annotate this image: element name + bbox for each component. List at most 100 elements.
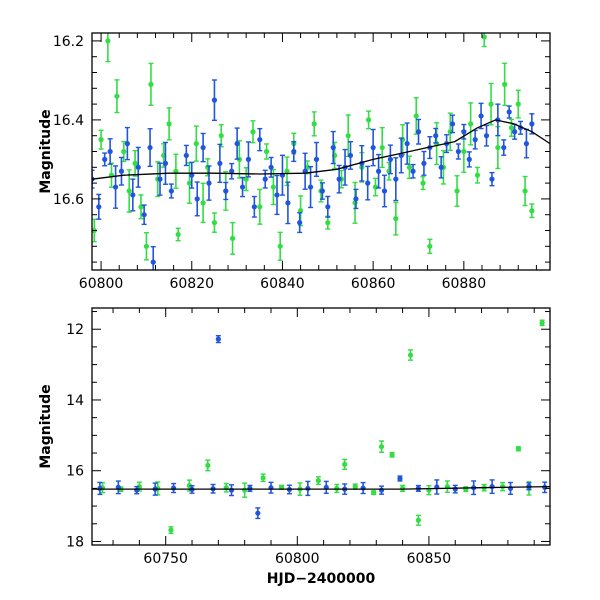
- data-point: [481, 34, 487, 40]
- data-point: [370, 144, 376, 151]
- data-point: [371, 490, 377, 496]
- data-point: [250, 129, 256, 135]
- data-point: [387, 156, 393, 162]
- data-point: [325, 204, 331, 210]
- data-point: [114, 93, 120, 99]
- data-point: [342, 461, 348, 467]
- data-point: [508, 125, 515, 131]
- data-point: [168, 188, 174, 194]
- data-point: [502, 81, 508, 87]
- data-point: [372, 184, 379, 190]
- data-point: [251, 204, 257, 210]
- data-point: [143, 243, 150, 249]
- data-point: [107, 148, 113, 155]
- data-point: [381, 188, 388, 194]
- data-point: [319, 188, 325, 194]
- data-point: [130, 192, 136, 198]
- data-point: [515, 101, 521, 107]
- plot-frame: [91, 307, 551, 546]
- data-point: [186, 180, 193, 186]
- data-point: [468, 121, 474, 127]
- data-point: [410, 168, 416, 174]
- data-point: [147, 144, 153, 151]
- data-point: [242, 487, 248, 493]
- data-point: [393, 176, 399, 182]
- data-point: [399, 485, 406, 492]
- data-point: [229, 235, 236, 241]
- data-point: [183, 152, 189, 159]
- data-point: [512, 129, 518, 135]
- data-point: [297, 208, 304, 214]
- plot-frame: [91, 32, 551, 271]
- x-axis-label: HJD−2400000: [267, 571, 376, 587]
- top-panel: 60800 60820 60840 60860 60880 16.2 16.4 16.6Mag…: [38, 32, 551, 292]
- data-point: [478, 113, 484, 119]
- data-point: [307, 184, 314, 190]
- x-tick-label: 60880: [442, 276, 487, 292]
- data-point: [97, 485, 103, 492]
- x-tick-label: 60750: [143, 551, 188, 567]
- data-point: [168, 527, 174, 533]
- data-point: [539, 320, 545, 326]
- x-tick-label: 60800: [275, 551, 320, 567]
- data-point: [472, 137, 478, 143]
- data-point: [330, 144, 336, 151]
- x-tick-label: 60820: [169, 276, 214, 292]
- data-point: [121, 148, 127, 155]
- data-point: [268, 164, 274, 170]
- y-tick-label: 14: [66, 393, 84, 409]
- data-point: [454, 188, 460, 194]
- data-point: [449, 121, 456, 127]
- data-point: [257, 204, 263, 210]
- x-tick-label: 60800: [79, 276, 124, 292]
- data-point: [141, 212, 147, 218]
- data-point: [229, 168, 235, 174]
- data-point: [223, 188, 229, 194]
- data-point: [421, 160, 427, 166]
- data-point: [162, 160, 169, 166]
- data-point: [173, 168, 179, 174]
- data-point: [474, 172, 481, 178]
- data-point: [483, 133, 490, 139]
- data-point: [433, 133, 439, 139]
- data-point: [529, 208, 535, 214]
- data-point: [389, 452, 395, 458]
- data-point: [489, 176, 495, 182]
- data-point: [200, 200, 206, 206]
- data-point: [247, 485, 253, 492]
- bottom-panel: 60750 60800 60850 12 14 16 18 Magnitude HJD−2400…: [38, 307, 551, 587]
- data-point: [270, 184, 276, 190]
- data-point: [239, 184, 246, 190]
- data-point: [257, 137, 263, 143]
- data-point: [96, 204, 102, 210]
- data-point: [379, 144, 385, 151]
- data-point: [194, 196, 200, 202]
- data-point: [277, 243, 283, 249]
- data-point: [285, 200, 291, 206]
- data-point: [102, 156, 108, 162]
- plot-area: [92, 319, 550, 535]
- series-0: [92, 33, 535, 261]
- data-point: [413, 113, 419, 119]
- y-axis-label: Magnitude: [38, 384, 54, 468]
- data-point: [193, 141, 199, 147]
- data-point: [360, 485, 366, 491]
- data-point: [205, 462, 211, 469]
- x-tick-label: 60840: [260, 276, 305, 292]
- series-1: [97, 335, 548, 520]
- data-point: [297, 220, 303, 226]
- data-point: [245, 156, 252, 162]
- data-point: [415, 517, 421, 523]
- y-axis-label: Magnitude: [38, 109, 54, 193]
- data-point: [501, 144, 507, 151]
- data-point: [211, 220, 218, 226]
- data-point: [461, 148, 467, 155]
- data-point: [211, 97, 218, 103]
- data-point: [334, 485, 340, 492]
- data-point: [112, 184, 119, 190]
- data-point: [105, 38, 111, 44]
- data-point: [397, 475, 403, 482]
- x-tick-label: 60860: [351, 276, 396, 292]
- data-point: [366, 117, 372, 123]
- data-point: [260, 475, 266, 481]
